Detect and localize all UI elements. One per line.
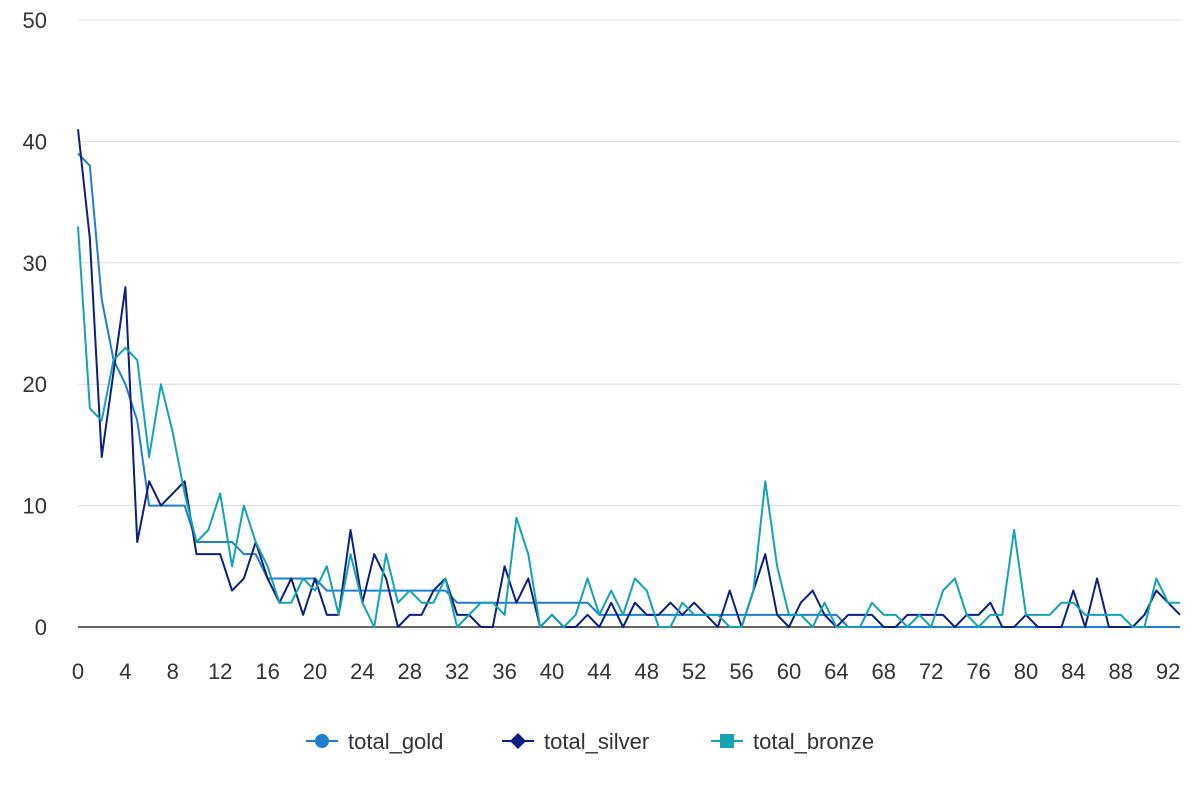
legend-label: total_gold [348,729,443,754]
y-tick-label: 30 [23,251,47,276]
legend: total_gold total_silver total_bronze [306,729,874,754]
legend-item-total-gold[interactable]: total_gold [306,729,443,754]
x-tick-label: 44 [587,659,611,684]
x-tick-label: 12 [208,659,232,684]
y-tick-label: 0 [35,615,47,640]
x-tick-label: 32 [445,659,469,684]
legend-item-total-silver[interactable]: total_silver [502,729,649,754]
y-axis-ticks: 0 10 20 30 40 50 [23,8,47,640]
series-lines [77,129,1181,628]
series-line-total-bronze [77,226,1180,628]
x-tick-label: 52 [682,659,706,684]
x-tick-label: 8 [167,659,179,684]
legend-item-total-bronze[interactable]: total_bronze [711,729,874,754]
x-tick-label: 76 [966,659,990,684]
x-tick-label: 16 [255,659,279,684]
series-line-total-gold [77,152,1180,628]
x-tick-label: 56 [729,659,753,684]
x-tick-label: 92 [1156,659,1180,684]
x-tick-label: 60 [777,659,801,684]
x-tick-label: 68 [872,659,896,684]
legend-marker-circle [315,734,329,748]
legend-marker-diamond [510,733,526,749]
x-tick-label: 84 [1061,659,1085,684]
x-tick-label: 40 [540,659,564,684]
legend-marker-square [720,734,734,748]
x-tick-label: 4 [119,659,131,684]
y-tick-label: 20 [23,372,47,397]
x-tick-label: 28 [398,659,422,684]
y-tick-label: 50 [23,8,47,33]
x-tick-label: 72 [919,659,943,684]
x-tick-label: 88 [1109,659,1133,684]
x-tick-label: 0 [72,659,84,684]
legend-label: total_silver [544,729,649,754]
x-tick-label: 80 [1014,659,1038,684]
x-tick-label: 48 [635,659,659,684]
x-tick-label: 24 [350,659,374,684]
x-axis-ticks: 0 4 8 12 16 20 24 28 32 36 40 44 48 52 56 60 64 68 72 76 80 8… [72,659,1181,684]
legend-label: total_bronze [753,729,874,754]
y-tick-label: 40 [23,129,47,154]
y-tick-label: 10 [23,494,47,519]
x-tick-label: 20 [303,659,327,684]
x-tick-label: 36 [492,659,516,684]
x-tick-label: 64 [824,659,848,684]
gridlines [78,19,1180,628]
